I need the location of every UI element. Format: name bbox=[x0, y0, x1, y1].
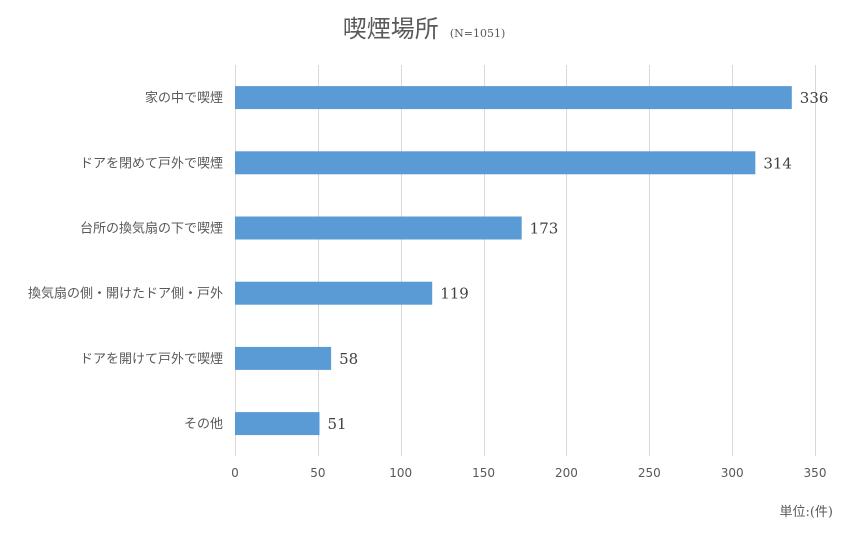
category-label: 台所の換気扇の下で喫煙 bbox=[80, 221, 223, 237]
data-labels: 336 314 173 119 58 51 bbox=[328, 89, 829, 433]
bar bbox=[235, 151, 756, 175]
data-label: 314 bbox=[763, 154, 792, 172]
category-label: その他 bbox=[184, 417, 223, 432]
bar bbox=[235, 412, 320, 436]
bar bbox=[235, 346, 332, 370]
chart-title-subtitle: (N=1051) bbox=[450, 27, 505, 40]
x-tick-label: 350 bbox=[804, 466, 827, 480]
unit-label: 単位:(件) bbox=[779, 504, 833, 520]
data-label: 173 bbox=[530, 220, 559, 238]
x-tick-label: 100 bbox=[389, 466, 412, 480]
data-label: 58 bbox=[339, 350, 358, 368]
x-tick-label: 0 bbox=[231, 466, 239, 480]
gridlines bbox=[235, 65, 816, 456]
x-tick-label: 150 bbox=[472, 466, 495, 480]
bar bbox=[235, 281, 433, 305]
x-tick-label: 200 bbox=[555, 466, 578, 480]
category-label: ドアを閉めて戸外で喫煙 bbox=[80, 156, 223, 171]
category-labels: 家の中で喫煙ドアを閉めて戸外で喫煙台所の換気扇の下で喫煙換気扇の側・開けたドア側… bbox=[28, 90, 223, 432]
category-label: 換気扇の側・開けたドア側・戸外 bbox=[28, 286, 223, 302]
chart-title: 喫煙場所 (N=1051) bbox=[343, 15, 506, 43]
data-label: 51 bbox=[328, 415, 347, 433]
chart-title-main: 喫煙場所 bbox=[343, 15, 439, 43]
category-label: 家の中で喫煙 bbox=[145, 90, 223, 106]
bars bbox=[235, 86, 792, 436]
x-tick-label: 300 bbox=[721, 466, 744, 480]
bar bbox=[235, 216, 522, 240]
data-label: 119 bbox=[440, 285, 469, 303]
data-label: 336 bbox=[800, 89, 829, 107]
x-tick-labels: 0 50 100 150 200 250 300 350 bbox=[231, 466, 826, 480]
category-label: ドアを開けて戸外で喫煙 bbox=[80, 352, 223, 367]
x-tick-label: 250 bbox=[638, 466, 661, 480]
x-tick-label: 50 bbox=[310, 466, 325, 480]
bar bbox=[235, 86, 792, 110]
